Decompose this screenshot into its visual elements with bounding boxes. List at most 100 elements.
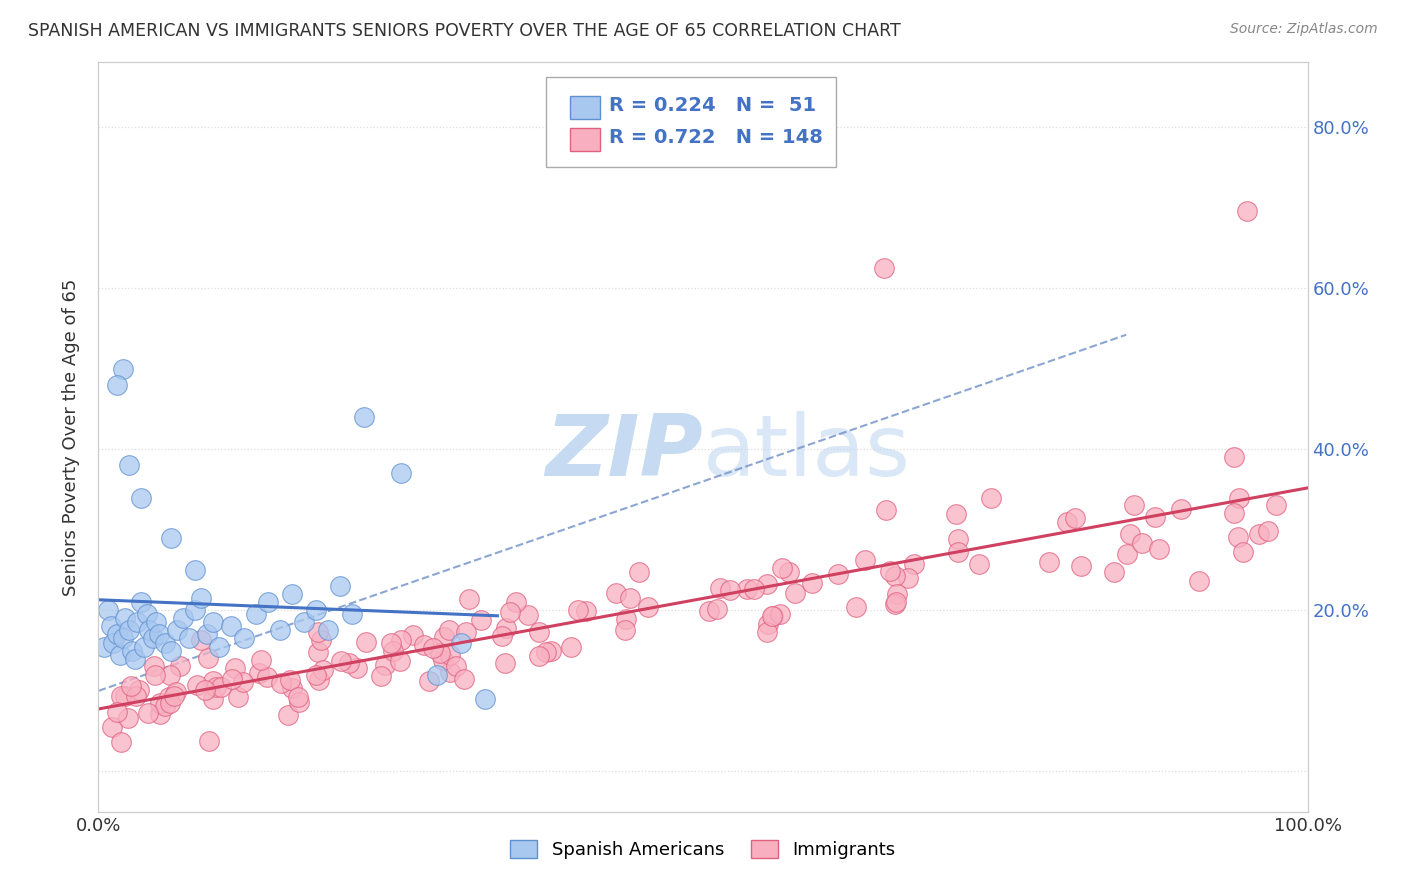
Point bbox=[149, 696, 172, 710]
Point bbox=[194, 683, 217, 698]
Point bbox=[875, 503, 897, 517]
Point bbox=[186, 678, 208, 692]
Point bbox=[1257, 524, 1279, 538]
Point bbox=[197, 650, 219, 665]
Point bbox=[495, 621, 517, 635]
Point bbox=[1249, 527, 1271, 541]
Point bbox=[1038, 555, 1060, 569]
Point bbox=[155, 699, 177, 714]
Point bbox=[305, 603, 328, 617]
Point bbox=[129, 595, 152, 609]
Point bbox=[312, 664, 335, 678]
Point bbox=[190, 633, 212, 648]
Point bbox=[1130, 535, 1153, 549]
Point bbox=[202, 691, 225, 706]
Point bbox=[232, 674, 254, 689]
Point bbox=[402, 628, 425, 642]
Point bbox=[226, 690, 249, 705]
Point bbox=[769, 607, 792, 621]
Point bbox=[128, 682, 150, 697]
Point bbox=[163, 689, 186, 703]
Point bbox=[195, 627, 218, 641]
Point bbox=[342, 607, 364, 622]
Point bbox=[432, 630, 454, 644]
Point bbox=[316, 624, 339, 638]
Point bbox=[121, 643, 143, 657]
Point bbox=[101, 635, 124, 649]
Point bbox=[1265, 498, 1288, 512]
Point bbox=[527, 649, 550, 664]
Point bbox=[354, 634, 377, 648]
Point bbox=[494, 656, 516, 670]
Point bbox=[197, 734, 219, 748]
Point bbox=[614, 623, 637, 637]
Point bbox=[1170, 501, 1192, 516]
Point bbox=[389, 633, 412, 648]
Point bbox=[129, 491, 152, 505]
Point bbox=[1070, 558, 1092, 573]
Point bbox=[190, 591, 212, 606]
Text: Source: ZipAtlas.com: Source: ZipAtlas.com bbox=[1230, 22, 1378, 37]
Point bbox=[605, 585, 627, 599]
Point bbox=[801, 575, 824, 590]
Point bbox=[458, 592, 481, 607]
Point bbox=[827, 567, 849, 582]
Point bbox=[124, 651, 146, 665]
Point bbox=[873, 260, 896, 275]
Point bbox=[529, 625, 551, 640]
Point bbox=[446, 658, 468, 673]
Point bbox=[142, 632, 165, 646]
Point bbox=[439, 665, 461, 680]
Point bbox=[389, 467, 412, 481]
Point bbox=[307, 645, 329, 659]
Point bbox=[105, 705, 128, 719]
Point bbox=[453, 673, 475, 687]
Point bbox=[380, 636, 402, 650]
Point bbox=[224, 660, 246, 674]
Point bbox=[389, 654, 412, 668]
Point bbox=[418, 674, 440, 689]
Point bbox=[1123, 498, 1146, 512]
Point bbox=[1223, 450, 1246, 465]
Point bbox=[145, 615, 167, 630]
Point bbox=[785, 586, 807, 600]
Point bbox=[172, 611, 194, 625]
Point bbox=[143, 667, 166, 681]
Point bbox=[628, 565, 651, 579]
Point bbox=[470, 613, 492, 627]
Point bbox=[560, 640, 582, 654]
Point bbox=[184, 603, 207, 617]
Point bbox=[329, 654, 352, 668]
FancyBboxPatch shape bbox=[569, 96, 600, 119]
Point bbox=[270, 676, 292, 690]
Point bbox=[432, 653, 454, 667]
FancyBboxPatch shape bbox=[546, 78, 837, 168]
Point bbox=[1143, 509, 1166, 524]
Point bbox=[100, 619, 122, 633]
Point bbox=[280, 681, 302, 695]
Point bbox=[353, 409, 375, 424]
Point bbox=[778, 565, 800, 579]
Point bbox=[756, 625, 779, 640]
Point bbox=[135, 607, 157, 622]
Point bbox=[148, 627, 170, 641]
Point bbox=[159, 668, 181, 682]
Point bbox=[637, 600, 659, 615]
Point bbox=[160, 643, 183, 657]
Point bbox=[761, 609, 783, 624]
Legend: Spanish Americans, Immigrants: Spanish Americans, Immigrants bbox=[503, 832, 903, 866]
Point bbox=[208, 640, 231, 654]
Point bbox=[450, 635, 472, 649]
Point bbox=[309, 633, 332, 648]
Point bbox=[179, 632, 201, 646]
Point bbox=[269, 624, 291, 638]
Point bbox=[1222, 506, 1244, 520]
Point bbox=[429, 647, 451, 661]
Point bbox=[114, 611, 136, 625]
Point bbox=[134, 640, 156, 654]
Point bbox=[110, 735, 132, 749]
Point bbox=[277, 708, 299, 723]
Point bbox=[209, 680, 232, 694]
Point bbox=[101, 720, 124, 734]
Point bbox=[697, 604, 720, 618]
